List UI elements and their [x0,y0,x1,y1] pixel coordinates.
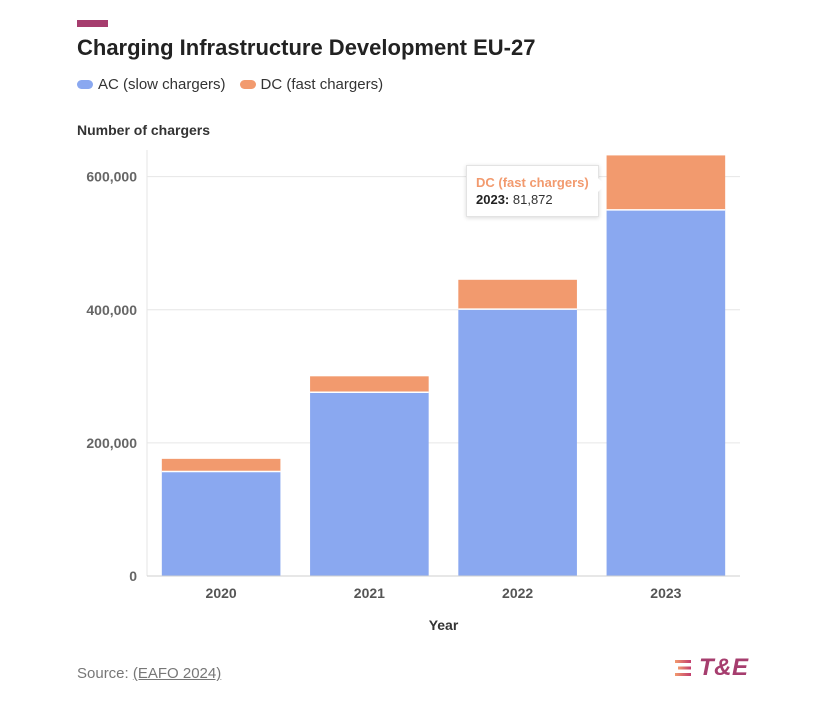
y-tick-label: 0 [129,568,137,584]
legend-label-dc: DC (fast chargers) [260,76,384,93]
y-tick-label: 600,000 [86,169,137,185]
te-logo: T&E [673,654,749,682]
x-tick-label: 2021 [354,585,385,601]
legend-swatch-dc [239,80,256,89]
te-logo-icon [675,660,691,676]
x-tick-label: 2023 [650,585,681,601]
chart-title: Charging Infrastructure Development EU-2… [77,35,536,60]
tooltip: DC (fast chargers) 2023: 81,872 [466,165,605,217]
bar-dc-2021 [310,376,429,393]
legend: AC (slow chargers) DC (fast chargers) [77,76,397,93]
bar-ac-2020 [161,471,281,576]
source-note: Source: (EAFO 2024) [77,665,221,682]
x-axis-label: Year [429,617,459,633]
tooltip-value: 81,872 [512,192,553,207]
tooltip-arrow [597,178,605,192]
bar-ac-2021 [310,392,429,576]
title-accent-bar [77,20,108,27]
bar-dc-2023 [606,155,726,210]
source-prefix: Source: [77,665,133,682]
x-tick-label: 2020 [206,585,237,601]
legend-swatch-ac [77,80,93,89]
source-link[interactable]: (EAFO 2024) [132,665,222,682]
legend-item-dc[interactable]: DC (fast chargers) [239,76,384,93]
bar-dc-2022 [458,279,577,310]
bar-dc-2020 [161,458,281,472]
y-axis-label: Number of chargers [77,122,211,138]
bar-ac-2023 [606,209,726,576]
bar-ac-2022 [458,309,577,576]
x-tick-label: 2022 [502,585,533,601]
legend-label-ac: AC (slow chargers) [98,76,226,93]
tooltip-series-name: DC (fast chargers) [476,175,589,190]
legend-item-ac[interactable]: AC (slow chargers) [77,76,226,93]
te-logo-text: T&E [699,654,749,681]
tooltip-year: 2023: [476,192,510,207]
y-tick-label: 400,000 [86,302,137,318]
y-tick-label: 200,000 [86,435,137,451]
